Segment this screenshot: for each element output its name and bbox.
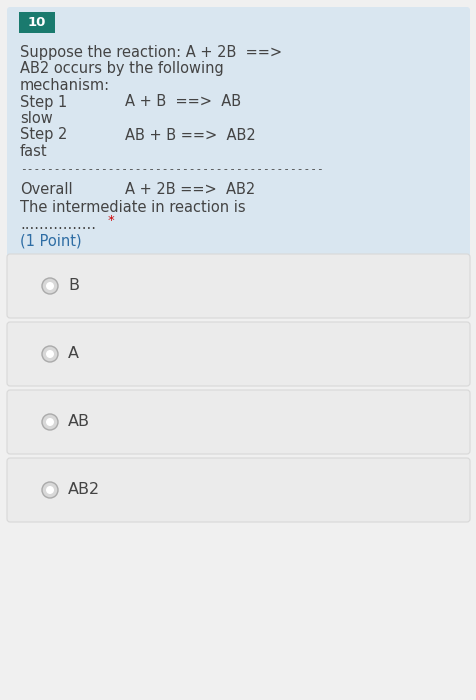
Ellipse shape bbox=[42, 346, 58, 362]
Text: slow: slow bbox=[20, 111, 53, 126]
Text: AB2 occurs by the following: AB2 occurs by the following bbox=[20, 62, 223, 76]
Ellipse shape bbox=[46, 418, 54, 426]
Ellipse shape bbox=[42, 482, 58, 498]
Text: The intermediate in reaction is: The intermediate in reaction is bbox=[20, 200, 245, 215]
Text: AB: AB bbox=[68, 414, 90, 430]
FancyBboxPatch shape bbox=[7, 390, 469, 454]
Ellipse shape bbox=[46, 486, 54, 494]
Ellipse shape bbox=[42, 414, 58, 430]
Text: *: * bbox=[108, 214, 115, 227]
FancyBboxPatch shape bbox=[19, 12, 55, 33]
FancyBboxPatch shape bbox=[7, 458, 469, 522]
Text: A: A bbox=[68, 346, 79, 361]
Text: fast: fast bbox=[20, 144, 48, 159]
Ellipse shape bbox=[42, 278, 58, 294]
Text: AB + B ==>  AB2: AB + B ==> AB2 bbox=[125, 127, 255, 143]
Text: Step 1: Step 1 bbox=[20, 94, 67, 109]
Text: (1 Point): (1 Point) bbox=[20, 233, 81, 248]
Ellipse shape bbox=[46, 282, 54, 290]
FancyBboxPatch shape bbox=[7, 7, 469, 303]
Text: Step 2: Step 2 bbox=[20, 127, 67, 143]
Text: ---------------------------------------------: ----------------------------------------… bbox=[20, 164, 323, 174]
FancyBboxPatch shape bbox=[7, 322, 469, 386]
Text: 10: 10 bbox=[28, 16, 46, 29]
Text: A + B  ==>  AB: A + B ==> AB bbox=[125, 94, 241, 109]
Text: B: B bbox=[68, 279, 79, 293]
Ellipse shape bbox=[46, 350, 54, 358]
Text: AB2: AB2 bbox=[68, 482, 100, 498]
Text: ................: ................ bbox=[20, 216, 96, 232]
Text: Overall: Overall bbox=[20, 182, 72, 197]
Text: mechanism:: mechanism: bbox=[20, 78, 110, 93]
FancyBboxPatch shape bbox=[7, 254, 469, 318]
Text: Suppose the reaction: A + 2B  ==>: Suppose the reaction: A + 2B ==> bbox=[20, 45, 281, 60]
Text: A + 2B ==>  AB2: A + 2B ==> AB2 bbox=[125, 182, 255, 197]
